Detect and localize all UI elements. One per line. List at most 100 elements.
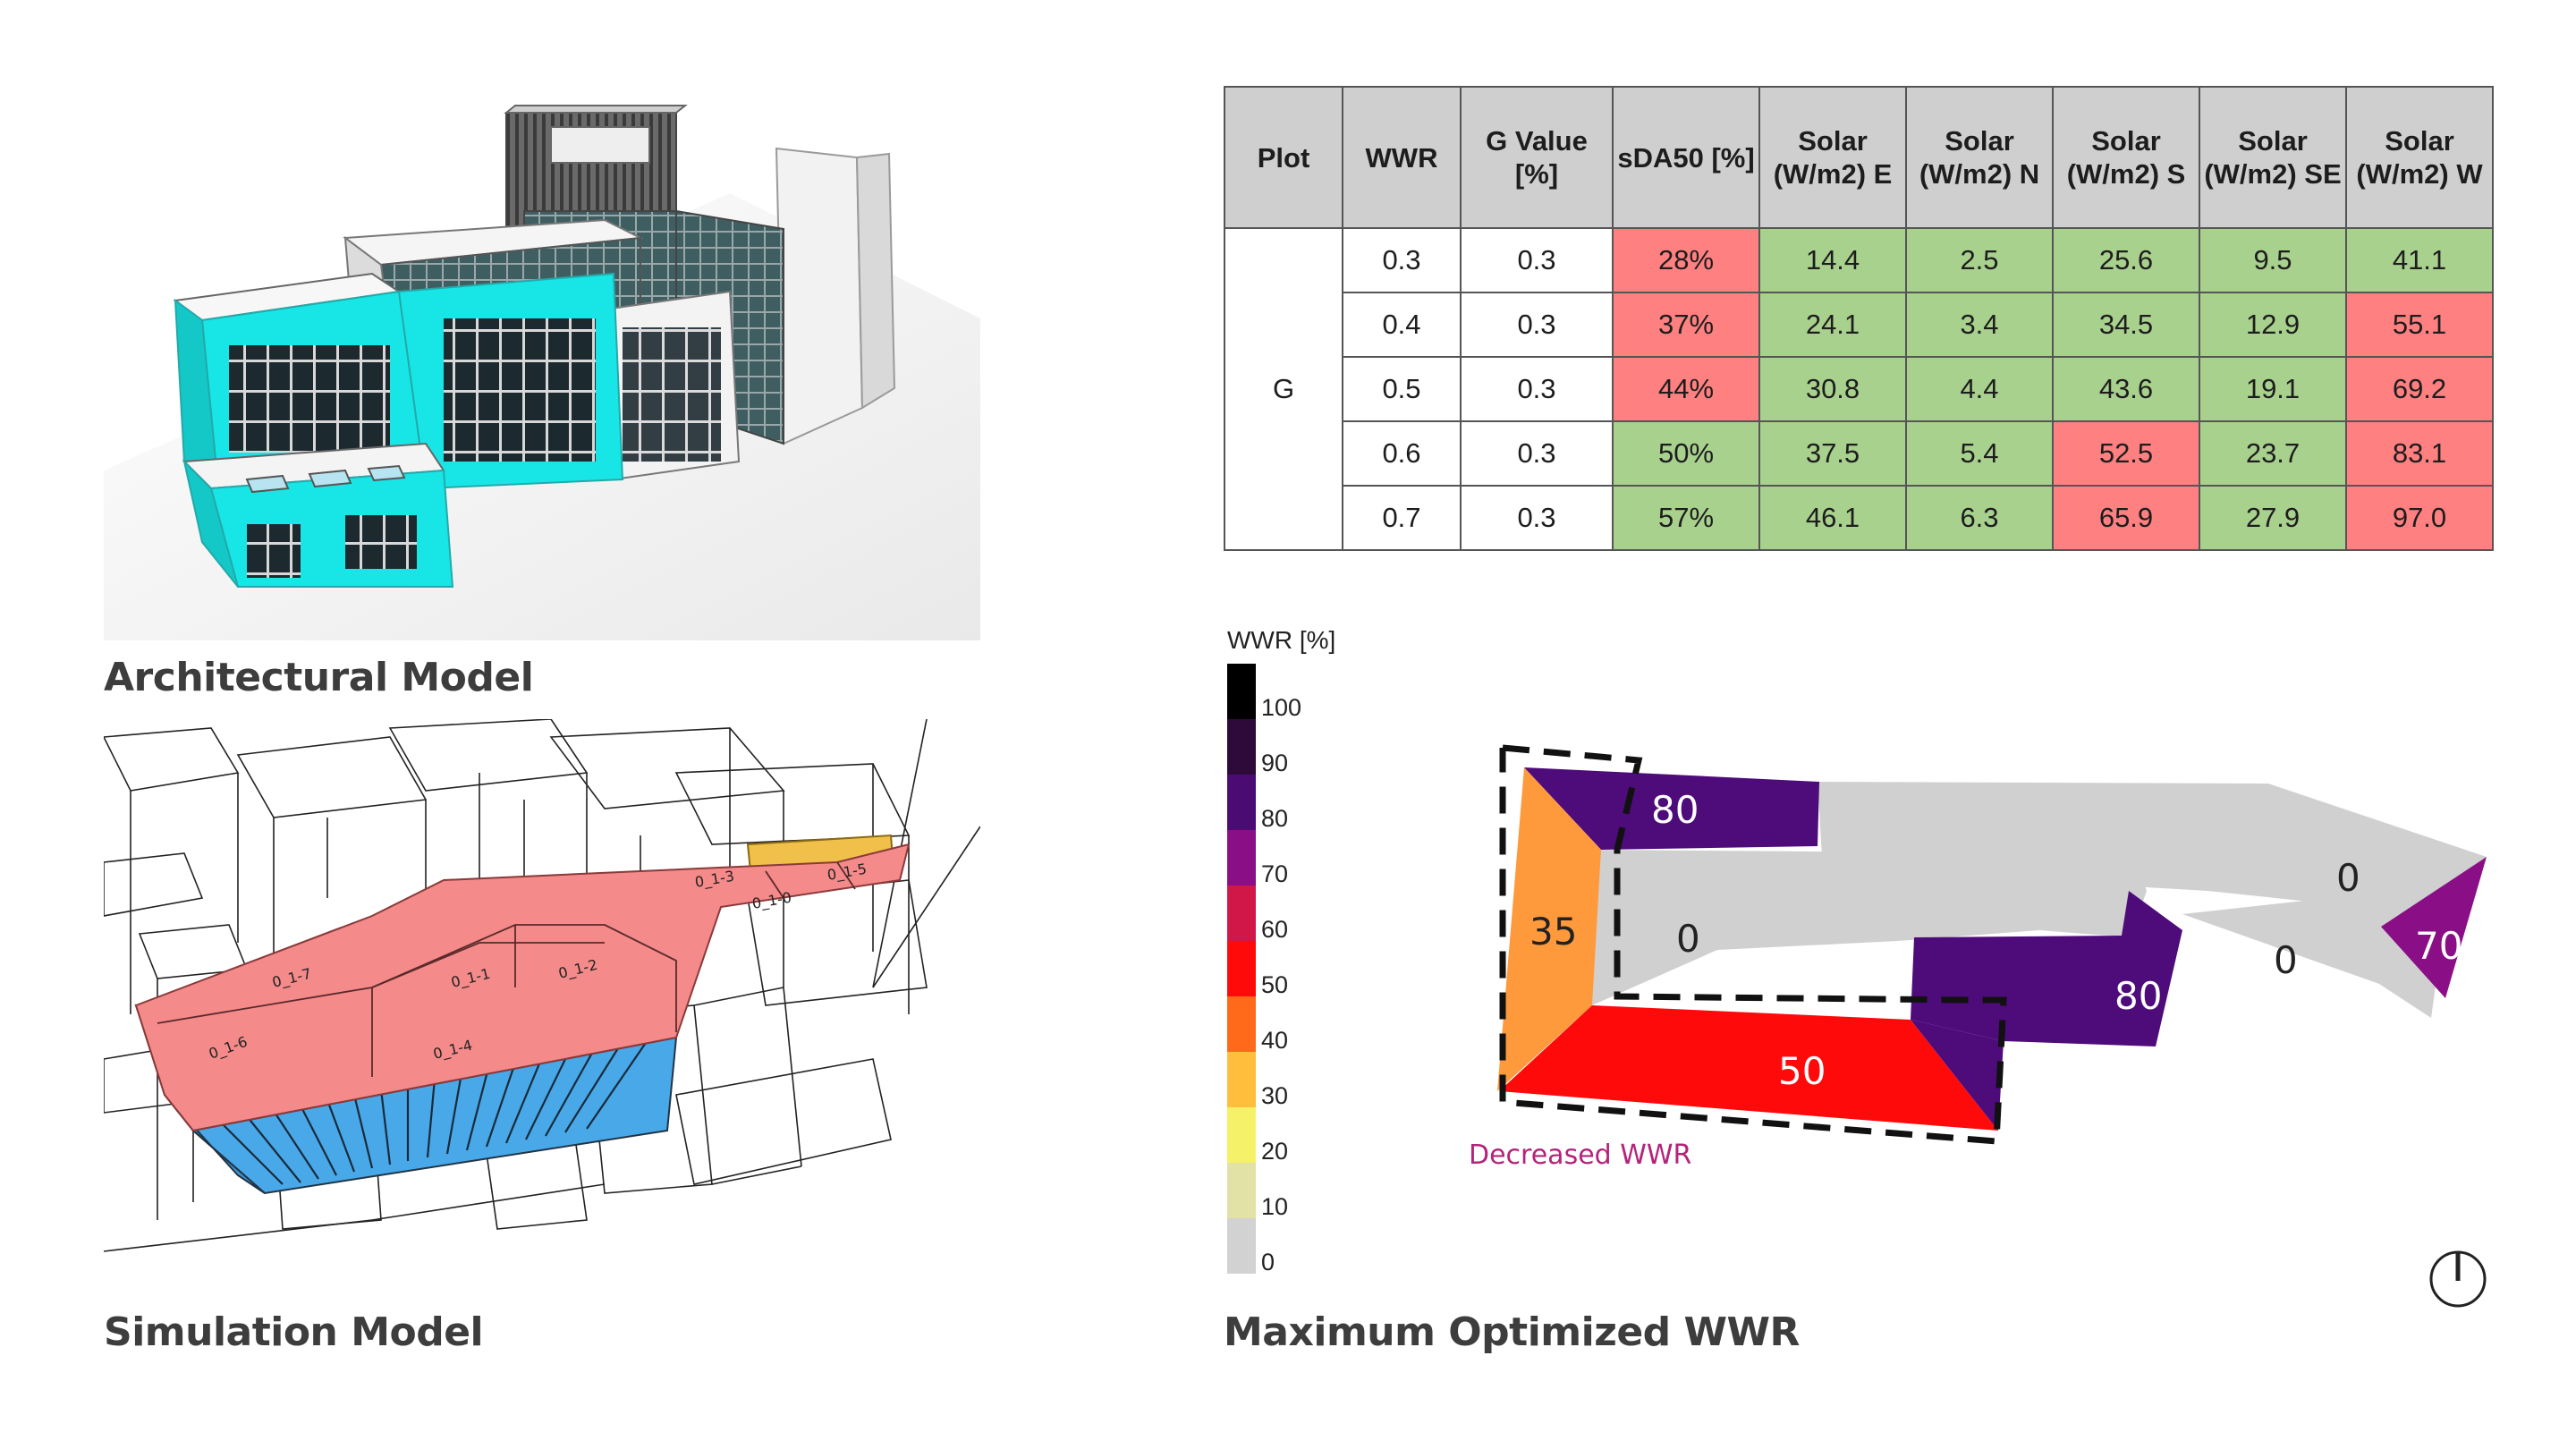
legend-swatch bbox=[1227, 775, 1256, 830]
header-g-value: G Value [%] bbox=[1460, 86, 1614, 229]
wwr-cell: 0.5 bbox=[1342, 356, 1462, 422]
wwr-color-scale bbox=[1227, 664, 1256, 1274]
legend-title: WWR [%] bbox=[1227, 626, 1336, 654]
wwr-label: 35 bbox=[1530, 910, 1577, 953]
results-table: Plot WWR G Value [%] sDA50 [%] Solar (W/m2… bbox=[1224, 86, 2494, 551]
header-wwr: WWR bbox=[1342, 86, 1462, 229]
legend-tick-label: 30 bbox=[1261, 1082, 1289, 1109]
legend-tick-label: 90 bbox=[1261, 750, 1289, 776]
legend-tick-label: 60 bbox=[1261, 916, 1289, 943]
solar-n-cell: 5.4 bbox=[1905, 420, 2054, 487]
legend-swatch bbox=[1227, 996, 1256, 1052]
legend-swatch bbox=[1227, 830, 1256, 886]
header-plot: Plot bbox=[1224, 86, 1343, 229]
solar-se-cell: 12.9 bbox=[2199, 292, 2347, 358]
north-arrow-icon bbox=[2429, 1250, 2487, 1308]
table-row: 0.5 0.3 44% 30.8 4.4 43.6 19.1 69.2 bbox=[1224, 356, 2494, 422]
wwr-label: 50 bbox=[1778, 1049, 1826, 1093]
simulation-model-render: 0_1-7 0_1-1 0_1-2 0_1-6 0_1-4 0_1-3 0_1-… bbox=[104, 719, 980, 1252]
legend-swatch bbox=[1227, 1052, 1256, 1107]
header-solar-w: Solar (W/m2) W bbox=[2345, 86, 2494, 229]
wwr-face-purple-top bbox=[1524, 767, 1819, 850]
solar-se-cell: 9.5 bbox=[2199, 227, 2347, 293]
solar-w-cell: 55.1 bbox=[2345, 292, 2494, 358]
g-cell: 0.3 bbox=[1460, 227, 1614, 293]
wwr-cell: 0.6 bbox=[1342, 420, 1462, 487]
legend-tick-label: 0 bbox=[1261, 1249, 1275, 1275]
simulation-model-caption: Simulation Model bbox=[104, 1309, 484, 1355]
solar-e-cell: 24.1 bbox=[1758, 292, 1907, 358]
solar-n-cell: 4.4 bbox=[1905, 356, 2054, 422]
mullions bbox=[219, 1037, 650, 1185]
legend-swatch bbox=[1227, 1218, 1256, 1274]
plot-cell: G bbox=[1224, 227, 1343, 551]
wwr-label: 0 bbox=[2336, 856, 2360, 900]
table-header-row: Plot WWR G Value [%] sDA50 [%] Solar (W/m2… bbox=[1224, 86, 2494, 229]
header-solar-se: Solar (W/m2) SE bbox=[2199, 86, 2347, 229]
legend-swatch bbox=[1227, 886, 1256, 941]
roof-zones bbox=[134, 843, 911, 1132]
legend-swatch bbox=[1227, 1107, 1256, 1163]
wwr-cell: 0.4 bbox=[1342, 292, 1462, 358]
solar-n-cell: 3.4 bbox=[1905, 292, 2054, 358]
solar-s-cell: 34.5 bbox=[2052, 292, 2200, 358]
legend-tick-label: 50 bbox=[1261, 971, 1289, 998]
optimized-wwr-caption: Maximum Optimized WWR bbox=[1224, 1309, 1800, 1355]
legend-tick-label: 70 bbox=[1261, 860, 1289, 887]
legend-swatch bbox=[1227, 664, 1256, 719]
architectural-model-caption: Architectural Model bbox=[104, 655, 534, 700]
legend-swatch bbox=[1227, 941, 1256, 996]
solar-se-cell: 27.9 bbox=[2199, 485, 2347, 551]
wwr-label: 80 bbox=[1651, 788, 1699, 832]
solar-s-cell: 52.5 bbox=[2052, 420, 2200, 487]
sda-cell: 28% bbox=[1612, 227, 1760, 293]
solar-s-cell: 43.6 bbox=[2052, 356, 2200, 422]
sda-cell: 44% bbox=[1612, 356, 1760, 422]
wwr-face-purple-middle bbox=[1911, 891, 2182, 1046]
legend-tick-label: 20 bbox=[1261, 1138, 1289, 1165]
wwr-face-gray-right bbox=[2182, 891, 2445, 1018]
wwr-cell: 0.7 bbox=[1342, 485, 1462, 551]
wwr-cell: 0.3 bbox=[1342, 227, 1462, 293]
solar-s-cell: 65.9 bbox=[2052, 485, 2200, 551]
rear-tower bbox=[775, 147, 864, 445]
solar-e-cell: 30.8 bbox=[1758, 356, 1907, 422]
table-row: 0.6 0.3 50% 37.5 5.4 52.5 23.7 83.1 bbox=[1224, 420, 2494, 487]
table-row: G 0.3 0.3 28% 14.4 2.5 25.6 9.5 41.1 bbox=[1224, 227, 2494, 551]
table-row: 0.4 0.3 37% 24.1 3.4 34.5 12.9 55.1 bbox=[1224, 292, 2494, 358]
wwr-face-gray-center bbox=[1590, 848, 2147, 1005]
solar-s-cell: 25.6 bbox=[2052, 227, 2200, 293]
wwr-map: 80 35 0 0 80 0 70 50 bbox=[1497, 744, 2487, 1145]
solar-e-cell: 14.4 bbox=[1758, 227, 1907, 293]
header-sda50: sDA50 [%] bbox=[1612, 86, 1760, 229]
solar-n-cell: 6.3 bbox=[1905, 485, 2054, 551]
legend-tick-label: 10 bbox=[1261, 1193, 1289, 1220]
legend-swatch bbox=[1227, 1163, 1256, 1218]
solar-w-cell: 97.0 bbox=[2345, 485, 2494, 551]
solar-n-cell: 2.5 bbox=[1905, 227, 2054, 293]
legend-tick-label: 80 bbox=[1261, 805, 1289, 832]
wwr-face-orange bbox=[1497, 767, 1601, 1091]
wwr-face-red bbox=[1499, 1005, 1998, 1131]
sda-cell: 57% bbox=[1612, 485, 1760, 551]
solar-e-cell: 37.5 bbox=[1758, 420, 1907, 487]
legend-swatch bbox=[1227, 719, 1256, 775]
decreased-wwr-outline bbox=[1499, 744, 2007, 1145]
architectural-model-render bbox=[104, 105, 980, 640]
g-cell: 0.3 bbox=[1460, 485, 1614, 551]
legend-tick-label: 100 bbox=[1261, 694, 1302, 721]
solar-e-cell: 46.1 bbox=[1758, 485, 1907, 551]
wwr-label: 0 bbox=[2274, 938, 2298, 982]
decreased-wwr-note: Decreased WWR bbox=[1469, 1140, 1692, 1171]
wwr-face-magenta bbox=[2381, 857, 2487, 998]
wwr-label: 70 bbox=[2415, 924, 2462, 968]
g-cell: 0.3 bbox=[1460, 292, 1614, 358]
header-solar-s: Solar (W/m2) S bbox=[2052, 86, 2200, 229]
g-cell: 0.3 bbox=[1460, 420, 1614, 487]
legend-tick-label: 40 bbox=[1261, 1027, 1289, 1054]
solar-se-cell: 23.7 bbox=[2199, 420, 2347, 487]
solar-w-cell: 83.1 bbox=[2345, 420, 2494, 487]
wwr-label: 80 bbox=[2114, 974, 2162, 1018]
wwr-label: 0 bbox=[1676, 917, 1700, 961]
sda-cell: 37% bbox=[1612, 292, 1760, 358]
